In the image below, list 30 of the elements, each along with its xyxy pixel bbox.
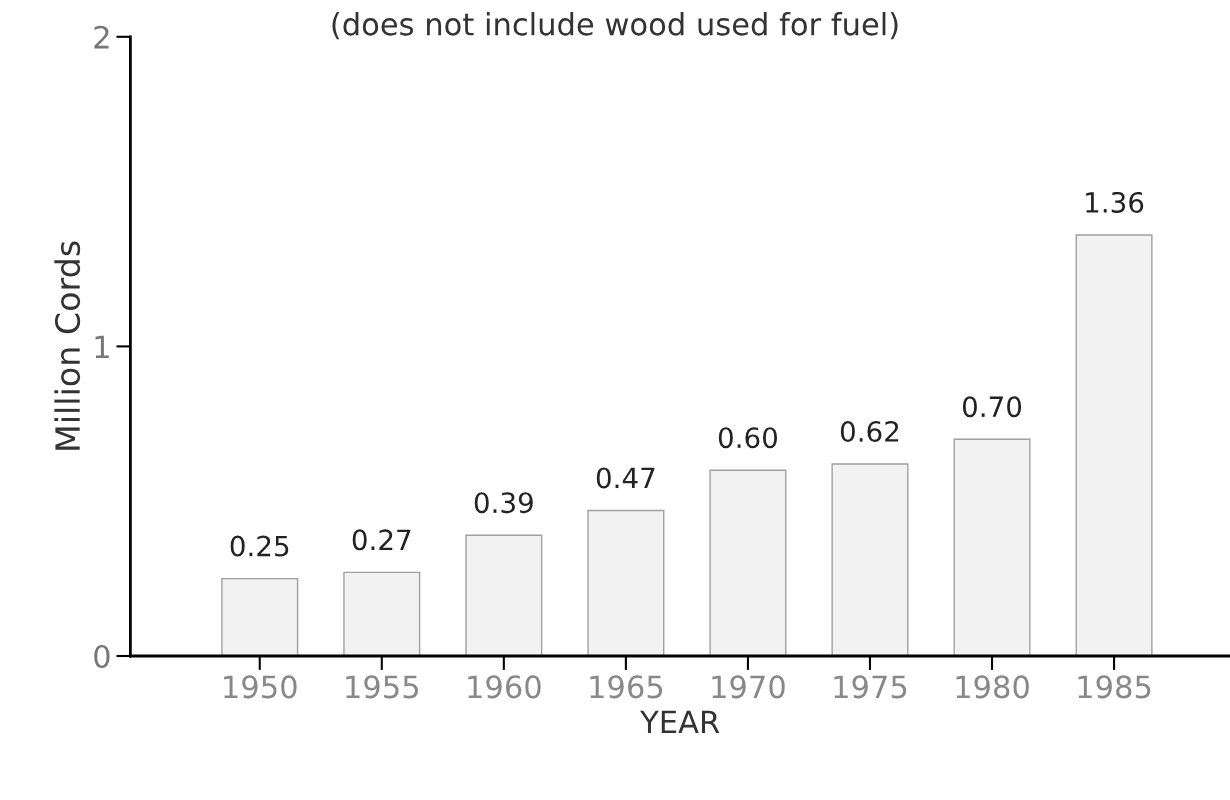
data-label: 0.27 xyxy=(352,529,411,551)
x-axis-title: YEAR xyxy=(640,710,720,734)
data-label: 0.47 xyxy=(596,467,655,489)
data-label: 0.39 xyxy=(474,492,533,514)
x-tick-label: 1960 xyxy=(468,675,541,699)
x-tick-label: 1970 xyxy=(712,675,785,699)
bar xyxy=(587,509,665,656)
data-label: 0.70 xyxy=(962,396,1022,418)
bar xyxy=(465,534,543,656)
data-label: 0.60 xyxy=(718,427,778,449)
bar xyxy=(1075,234,1153,656)
bar xyxy=(831,463,909,656)
y-tick-label: 2 xyxy=(94,25,109,49)
bar xyxy=(709,469,787,656)
bar xyxy=(221,577,299,656)
y-tick-label: 0 xyxy=(94,644,110,669)
y-axis-title: Million Cords xyxy=(54,241,81,450)
data-label: 1.36 xyxy=(1086,191,1144,213)
x-tick-label: 1955 xyxy=(346,675,418,699)
data-label: 0.25 xyxy=(230,535,289,557)
x-tick-label: 1985 xyxy=(1078,675,1151,699)
x-tick-label: 1965 xyxy=(590,675,663,699)
bar xyxy=(343,571,421,656)
x-tick-label: 1980 xyxy=(956,675,1029,699)
chart-subtitle: (does not include wood used for fuel) xyxy=(332,12,898,40)
data-label: 0.62 xyxy=(840,420,899,442)
bar xyxy=(953,438,1031,656)
x-tick-label: 1950 xyxy=(224,675,297,699)
y-tick-label: 1 xyxy=(95,335,109,359)
x-tick-label: 1975 xyxy=(834,675,907,699)
